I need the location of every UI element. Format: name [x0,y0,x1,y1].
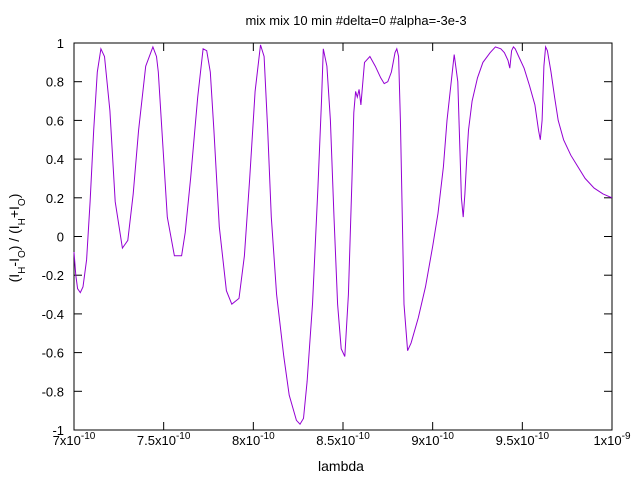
x-tick-label: 8.5x10-10 [316,431,370,448]
y-tick-label: 0 [57,230,64,245]
series-line [73,44,613,426]
y-axis: -1 -0.8 -0.6 -0.4 -0.2 0 0.2 0.4 0.6 0.8 1 [42,36,612,438]
x-tick-label: 7.5x10-10 [137,431,191,448]
x-axis-label: lambda [318,458,364,474]
y-tick-label: -0.6 [42,346,64,361]
x-axis: 7x10-10 7.5x10-10 8x10-10 8.5x10-10 9x10-10 9… [53,43,631,448]
y-tick-label: 0.8 [46,75,64,90]
y-tick-label: -0.2 [42,268,64,283]
x-tick-label: 9x10-10 [411,431,454,448]
x-tick-label: 8x10-10 [232,431,275,448]
y-tick-label: 1 [57,36,64,51]
y-tick-label: -0.4 [42,307,64,322]
x-tick-label: 9.5x10-10 [496,431,550,448]
chart-title: mix mix 10 min #delta=0 #alpha=-3e-3 [245,13,466,28]
y-tick-label: 0.2 [46,191,64,206]
x-tick-label: 1x10-9 [593,431,631,448]
x-tick-label: 7x10-10 [53,431,96,448]
y-tick-label: -1 [52,423,64,438]
y-tick-label: 0.6 [46,113,64,128]
y-tick-label: 0.4 [46,152,64,167]
y-axis-label: (IH-IO) / (IH+IO) [6,194,28,283]
y-tick-label: -0.8 [42,384,64,399]
